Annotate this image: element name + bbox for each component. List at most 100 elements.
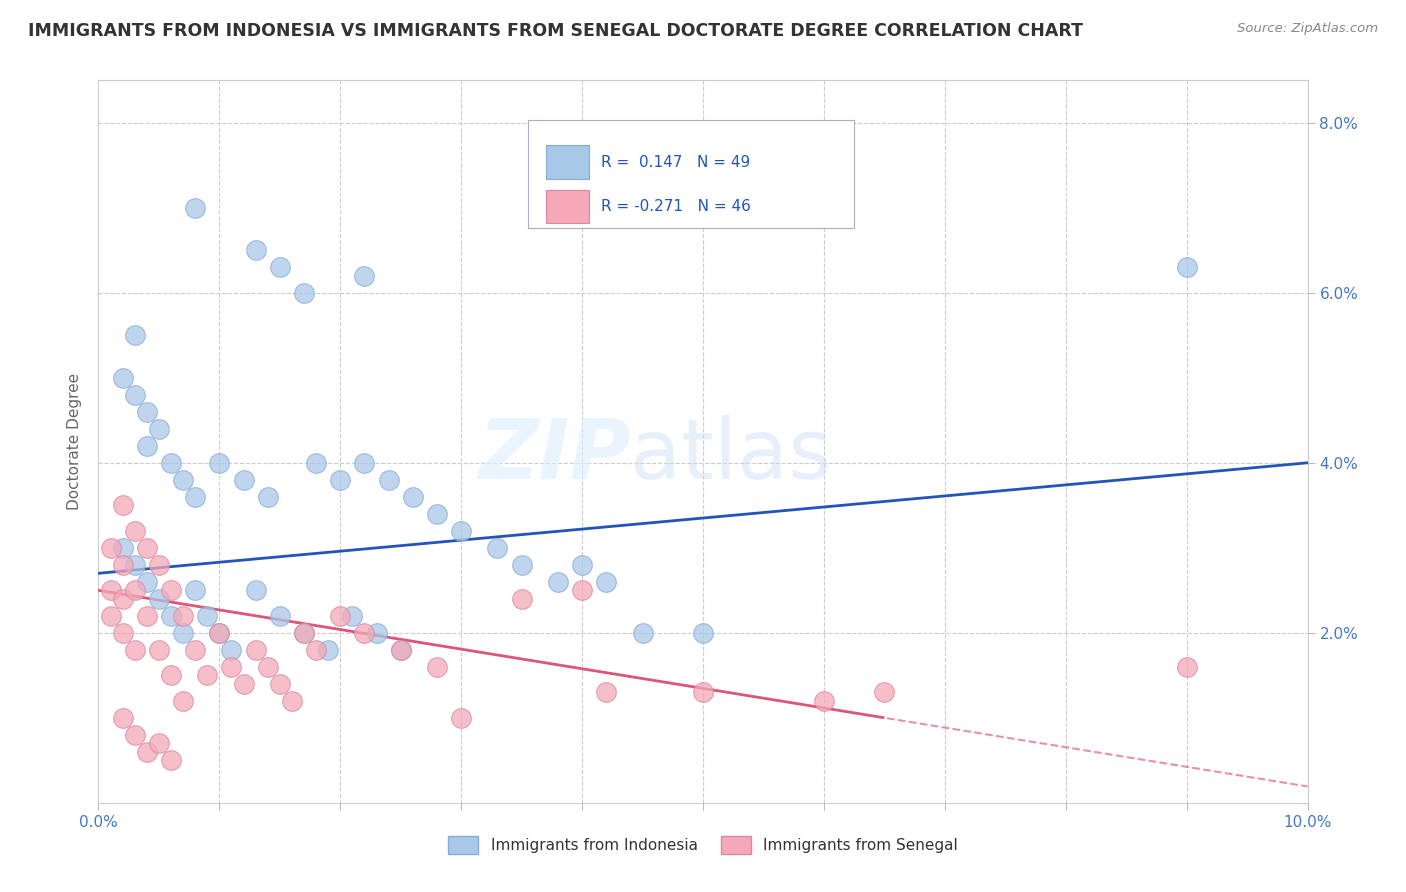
Point bbox=[124, 583, 146, 598]
Point bbox=[389, 642, 412, 657]
Point bbox=[547, 574, 569, 589]
Point bbox=[269, 260, 291, 275]
Point bbox=[172, 608, 194, 623]
Point bbox=[245, 583, 267, 598]
Point bbox=[1175, 260, 1198, 275]
Point bbox=[208, 625, 231, 640]
Point bbox=[305, 456, 328, 470]
Point bbox=[124, 558, 146, 572]
Point bbox=[305, 642, 328, 657]
Point bbox=[100, 608, 122, 623]
Point bbox=[208, 456, 231, 470]
Point bbox=[692, 685, 714, 699]
Point bbox=[124, 524, 146, 538]
FancyBboxPatch shape bbox=[546, 190, 589, 223]
Text: R =  0.147   N = 49: R = 0.147 N = 49 bbox=[602, 154, 751, 169]
FancyBboxPatch shape bbox=[527, 120, 855, 228]
Point bbox=[221, 660, 243, 674]
Point bbox=[571, 558, 593, 572]
Point bbox=[111, 558, 134, 572]
Text: IMMIGRANTS FROM INDONESIA VS IMMIGRANTS FROM SENEGAL DOCTORATE DEGREE CORRELATIO: IMMIGRANTS FROM INDONESIA VS IMMIGRANTS … bbox=[28, 22, 1083, 40]
Point bbox=[510, 591, 533, 606]
Point bbox=[111, 711, 134, 725]
Text: R = -0.271   N = 46: R = -0.271 N = 46 bbox=[602, 199, 751, 214]
Point bbox=[256, 490, 278, 504]
Point bbox=[172, 625, 194, 640]
Point bbox=[316, 642, 339, 657]
Point bbox=[148, 736, 170, 750]
Point bbox=[269, 608, 291, 623]
Point bbox=[111, 625, 134, 640]
Point bbox=[692, 625, 714, 640]
Point bbox=[111, 498, 134, 512]
Point bbox=[148, 642, 170, 657]
Point bbox=[135, 439, 157, 453]
Point bbox=[631, 625, 654, 640]
Point bbox=[329, 473, 352, 487]
Point bbox=[571, 583, 593, 598]
FancyBboxPatch shape bbox=[546, 145, 589, 178]
Point bbox=[160, 608, 183, 623]
Point bbox=[292, 625, 315, 640]
Point bbox=[135, 574, 157, 589]
Point bbox=[172, 694, 194, 708]
Point bbox=[124, 388, 146, 402]
Point bbox=[510, 558, 533, 572]
Point bbox=[450, 711, 472, 725]
Text: ZIP: ZIP bbox=[478, 416, 630, 497]
Point bbox=[195, 668, 218, 682]
Point bbox=[329, 608, 352, 623]
Point bbox=[148, 558, 170, 572]
Point bbox=[256, 660, 278, 674]
Point bbox=[195, 608, 218, 623]
Point bbox=[100, 541, 122, 555]
Point bbox=[100, 583, 122, 598]
Point bbox=[221, 642, 243, 657]
Point bbox=[135, 405, 157, 419]
Point bbox=[135, 608, 157, 623]
Point bbox=[292, 625, 315, 640]
Point bbox=[366, 625, 388, 640]
Text: Source: ZipAtlas.com: Source: ZipAtlas.com bbox=[1237, 22, 1378, 36]
Point bbox=[184, 201, 207, 215]
Point bbox=[353, 268, 375, 283]
Point bbox=[450, 524, 472, 538]
Point bbox=[172, 473, 194, 487]
Legend: Immigrants from Indonesia, Immigrants from Senegal: Immigrants from Indonesia, Immigrants fr… bbox=[441, 830, 965, 860]
Point bbox=[486, 541, 509, 555]
Point bbox=[269, 677, 291, 691]
Point bbox=[281, 694, 304, 708]
Point bbox=[184, 490, 207, 504]
Point bbox=[135, 745, 157, 759]
Point bbox=[292, 285, 315, 300]
Point bbox=[873, 685, 896, 699]
Point bbox=[595, 685, 617, 699]
Point bbox=[353, 456, 375, 470]
Point bbox=[208, 625, 231, 640]
Point bbox=[160, 753, 183, 767]
Point bbox=[111, 591, 134, 606]
Point bbox=[377, 473, 399, 487]
Y-axis label: Doctorate Degree: Doctorate Degree bbox=[67, 373, 83, 510]
Point bbox=[402, 490, 425, 504]
Point bbox=[1175, 660, 1198, 674]
Point bbox=[148, 591, 170, 606]
Point bbox=[426, 507, 449, 521]
Point bbox=[160, 456, 183, 470]
Point bbox=[124, 728, 146, 742]
Point bbox=[160, 668, 183, 682]
Text: atlas: atlas bbox=[630, 416, 832, 497]
Point bbox=[595, 574, 617, 589]
Point bbox=[111, 371, 134, 385]
Point bbox=[245, 244, 267, 258]
Point bbox=[184, 642, 207, 657]
Point bbox=[111, 541, 134, 555]
Point bbox=[184, 583, 207, 598]
Point bbox=[124, 328, 146, 343]
Point bbox=[124, 642, 146, 657]
Point bbox=[353, 625, 375, 640]
Point bbox=[232, 677, 254, 691]
Point bbox=[160, 583, 183, 598]
Point bbox=[245, 642, 267, 657]
Point bbox=[342, 608, 364, 623]
